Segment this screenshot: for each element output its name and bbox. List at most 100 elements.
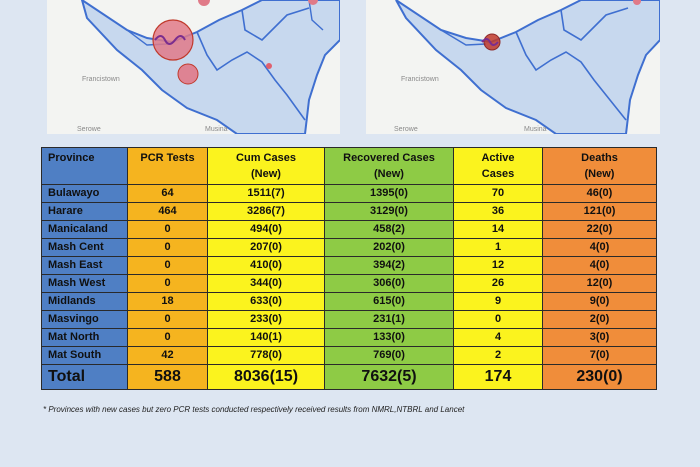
cell-cum-cases: 140(1) — [207, 328, 325, 347]
cell-active-cases: 4 — [453, 328, 543, 347]
table-total-row: Total 588 8036(15) 7632(5) 174 230(0) — [41, 364, 657, 390]
cell-cum-cases: 633(0) — [207, 292, 325, 311]
total-pcr-tests: 588 — [127, 364, 208, 390]
cell-recovered-cases: 306(0) — [324, 274, 454, 293]
table-row: Mat North 0 140(1) 133(0) 4 3(0) — [41, 328, 657, 347]
cell-province: Midlands — [41, 292, 128, 311]
cell-recovered-cases: 769(0) — [324, 346, 454, 365]
cell-province: Mat South — [41, 346, 128, 365]
map-label-francistown: Francistown — [82, 76, 120, 83]
cell-deaths: 2(0) — [542, 310, 657, 329]
cell-province: Mash Cent — [41, 238, 128, 257]
header-deaths: Deaths (New) — [542, 147, 657, 185]
cell-recovered-cases: 133(0) — [324, 328, 454, 347]
total-label: Total — [41, 364, 128, 390]
map-label-serowe: Serowe — [394, 126, 418, 133]
cell-deaths: 7(0) — [542, 346, 657, 365]
case-map-right: Francistown Serowe Musina — [366, 0, 660, 134]
cell-recovered-cases: 231(1) — [324, 310, 454, 329]
table-row: Bulawayo 64 1511(7) 1395(0) 70 46(0) — [41, 184, 657, 203]
cell-active-cases: 14 — [453, 220, 543, 239]
cell-deaths: 121(0) — [542, 202, 657, 221]
cell-active-cases: 0 — [453, 310, 543, 329]
cell-province: Bulawayo — [41, 184, 128, 203]
cell-active-cases: 26 — [453, 274, 543, 293]
cell-pcr-tests: 18 — [127, 292, 208, 311]
cell-pcr-tests: 0 — [127, 256, 208, 275]
provincial-statistics-table: Province PCR Tests Cum Cases (New) Recov… — [41, 147, 657, 390]
cell-cum-cases: 344(0) — [207, 274, 325, 293]
cell-recovered-cases: 202(0) — [324, 238, 454, 257]
cell-cum-cases: 410(0) — [207, 256, 325, 275]
cell-cum-cases: 494(0) — [207, 220, 325, 239]
map-label-francistown: Francistown — [401, 76, 439, 83]
map-label-musina: Musina — [205, 126, 228, 133]
cell-pcr-tests: 0 — [127, 310, 208, 329]
cell-pcr-tests: 0 — [127, 238, 208, 257]
cell-cum-cases: 233(0) — [207, 310, 325, 329]
total-deaths: 230(0) — [542, 364, 657, 390]
cell-province: Mash West — [41, 274, 128, 293]
table-footnote: * Provinces with new cases but zero PCR … — [43, 405, 465, 414]
map-label-serowe: Serowe — [77, 126, 101, 133]
cell-active-cases: 70 — [453, 184, 543, 203]
cell-deaths: 3(0) — [542, 328, 657, 347]
table-row: Mash Cent 0 207(0) 202(0) 1 4(0) — [41, 238, 657, 257]
map-left-graphic — [47, 0, 340, 134]
total-active-cases: 174 — [453, 364, 543, 390]
header-active-line2: Cases — [481, 168, 515, 180]
header-cum-cases-line2: (New) — [251, 168, 281, 180]
cell-cum-cases: 778(0) — [207, 346, 325, 365]
map-label-musina: Musina — [524, 126, 547, 133]
table-row: Manicaland 0 494(0) 458(2) 14 22(0) — [41, 220, 657, 239]
cell-recovered-cases: 458(2) — [324, 220, 454, 239]
header-pcr-tests: PCR Tests — [127, 147, 208, 185]
cell-recovered-cases: 3129(0) — [324, 202, 454, 221]
header-recovered-line1: Recovered Cases — [343, 152, 435, 164]
header-deaths-line1: Deaths — [581, 152, 618, 164]
table-row: Midlands 18 633(0) 615(0) 9 9(0) — [41, 292, 657, 311]
cell-deaths: 4(0) — [542, 256, 657, 275]
cell-pcr-tests: 42 — [127, 346, 208, 365]
cell-pcr-tests: 0 — [127, 274, 208, 293]
header-cum-cases-line1: Cum Cases — [236, 152, 296, 164]
cell-pcr-tests: 0 — [127, 220, 208, 239]
cell-pcr-tests: 464 — [127, 202, 208, 221]
header-recovered-cases: Recovered Cases (New) — [324, 147, 454, 185]
cell-cum-cases: 207(0) — [207, 238, 325, 257]
case-map-left: Francistown Serowe Musina — [47, 0, 340, 134]
header-deaths-line2: (New) — [584, 168, 615, 180]
cell-province: Mash East — [41, 256, 128, 275]
cell-province: Manicaland — [41, 220, 128, 239]
cell-active-cases: 1 — [453, 238, 543, 257]
total-recovered-cases: 7632(5) — [324, 364, 454, 390]
map-right-graphic — [366, 0, 660, 134]
cell-deaths: 22(0) — [542, 220, 657, 239]
cell-recovered-cases: 615(0) — [324, 292, 454, 311]
cell-active-cases: 36 — [453, 202, 543, 221]
cell-province: Mat North — [41, 328, 128, 347]
table-row: Mash West 0 344(0) 306(0) 26 12(0) — [41, 274, 657, 293]
header-active-line1: Active — [481, 152, 515, 164]
cell-province: Masvingo — [41, 310, 128, 329]
header-province: Province — [41, 147, 128, 185]
table-row: Masvingo 0 233(0) 231(1) 0 2(0) — [41, 310, 657, 329]
cell-active-cases: 12 — [453, 256, 543, 275]
table-row: Mat South 42 778(0) 769(0) 2 7(0) — [41, 346, 657, 365]
cell-pcr-tests: 64 — [127, 184, 208, 203]
total-cum-cases: 8036(15) — [207, 364, 325, 390]
cell-cum-cases: 3286(7) — [207, 202, 325, 221]
cell-deaths: 12(0) — [542, 274, 657, 293]
cell-recovered-cases: 1395(0) — [324, 184, 454, 203]
cell-deaths: 46(0) — [542, 184, 657, 203]
header-recovered-line2: (New) — [374, 168, 404, 180]
header-cum-cases: Cum Cases (New) — [207, 147, 325, 185]
cell-cum-cases: 1511(7) — [207, 184, 325, 203]
cell-active-cases: 9 — [453, 292, 543, 311]
cell-recovered-cases: 394(2) — [324, 256, 454, 275]
cell-deaths: 9(0) — [542, 292, 657, 311]
cell-province: Harare — [41, 202, 128, 221]
header-active-cases: Active Cases — [453, 147, 543, 185]
table-row: Harare 464 3286(7) 3129(0) 36 121(0) — [41, 202, 657, 221]
cell-deaths: 4(0) — [542, 238, 657, 257]
